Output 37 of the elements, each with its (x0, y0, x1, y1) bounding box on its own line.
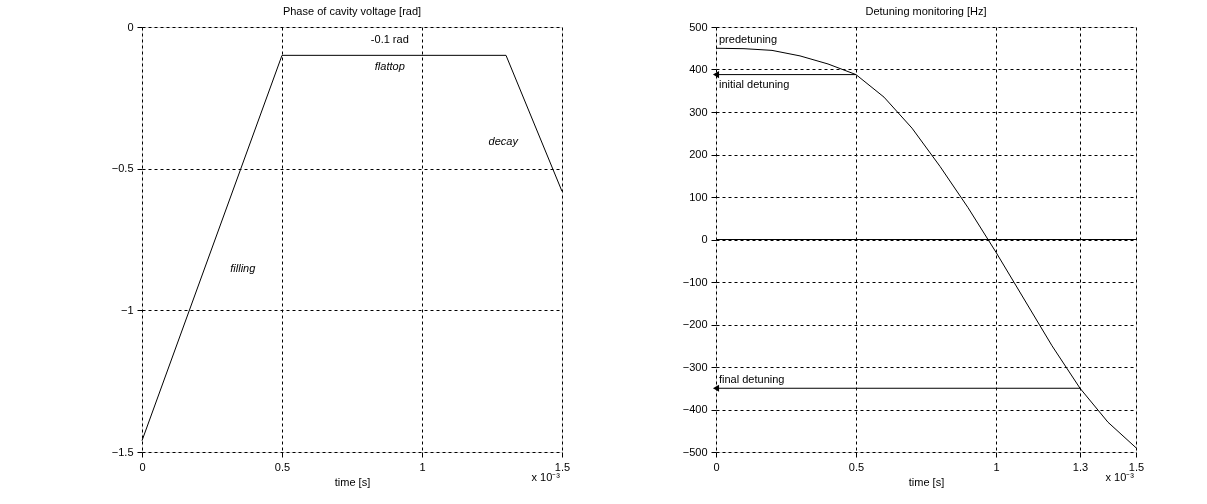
annotation: final detuning (719, 373, 785, 386)
y-tick-label: 0 (701, 233, 708, 245)
annotation: filling (230, 262, 257, 275)
x-axis-title: time [s] (334, 475, 371, 488)
y-tick-label: 200 (689, 148, 708, 160)
y-tick-label: −1 (120, 303, 134, 316)
y-tick-label: −1.5 (111, 445, 134, 458)
y-tick-label: −100 (682, 275, 708, 288)
x-tick-label: 1 (419, 460, 426, 473)
y-tick-label: 0 (127, 20, 134, 33)
x-axis-title: time [s] (908, 475, 945, 488)
y-tick-label: −300 (682, 360, 708, 373)
text: x 10⁻³ (531, 471, 561, 483)
y-tick-label: 100 (689, 190, 708, 203)
x-tick-label: 1.3 (1072, 460, 1089, 473)
x-tick-label: 0 (139, 460, 146, 473)
x-tick-label: 1.5 (1128, 460, 1145, 473)
y-tick-label: −400 (682, 403, 708, 415)
annotation: decay (488, 134, 520, 147)
y-tick-label: −0.5 (111, 162, 134, 175)
text: x 10⁻³ (1105, 471, 1135, 483)
y-tick-label: 500 (689, 20, 708, 33)
annotation: -0.1 rad (370, 32, 409, 45)
y-tick-label: 300 (689, 105, 708, 118)
x-tick-label: 0.5 (848, 460, 865, 473)
chart-title: Detuning monitoring [Hz] (865, 5, 987, 17)
y-tick-label: 400 (689, 63, 708, 75)
x-tick-label: 0.5 (274, 460, 291, 473)
annotation: flattop (374, 60, 405, 73)
x-tick-label: 0 (713, 460, 720, 473)
annotation: initial detuning (719, 77, 790, 90)
x-tick-label: 1.5 (554, 460, 571, 473)
y-tick-label: −500 (682, 445, 708, 458)
chart-title: Phase of cavity voltage [rad] (282, 5, 422, 17)
annotation: predetuning (719, 33, 778, 46)
y-tick-label: −200 (682, 318, 708, 330)
x-tick-label: 1 (993, 460, 1000, 473)
